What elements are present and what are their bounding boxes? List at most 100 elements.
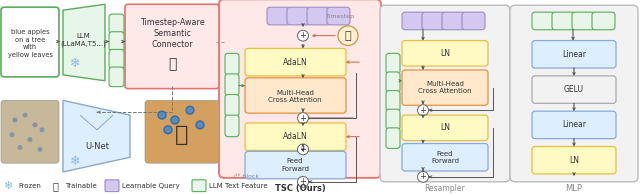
Text: +: + [300, 145, 307, 154]
Text: +: + [300, 31, 307, 40]
Text: AdaLN: AdaLN [283, 132, 307, 141]
Text: blue apples
on a tree
with
yellow leaves: blue apples on a tree with yellow leaves [8, 29, 52, 58]
Text: GELU: GELU [564, 85, 584, 94]
FancyBboxPatch shape [510, 5, 638, 182]
FancyBboxPatch shape [225, 53, 239, 75]
FancyBboxPatch shape [267, 7, 290, 25]
Circle shape [417, 105, 429, 116]
Text: Linear: Linear [562, 50, 586, 59]
FancyBboxPatch shape [145, 100, 219, 163]
FancyBboxPatch shape [245, 48, 346, 76]
FancyBboxPatch shape [192, 180, 206, 192]
Text: AdaLN: AdaLN [283, 58, 307, 67]
FancyBboxPatch shape [402, 144, 488, 171]
FancyBboxPatch shape [307, 7, 330, 25]
Circle shape [28, 137, 33, 142]
Text: Timestep: Timestep [326, 14, 355, 19]
Text: ❄: ❄ [70, 155, 80, 168]
Circle shape [13, 118, 17, 122]
FancyBboxPatch shape [386, 109, 400, 130]
Circle shape [298, 113, 308, 123]
FancyBboxPatch shape [422, 12, 445, 30]
FancyBboxPatch shape [105, 180, 119, 192]
Circle shape [298, 176, 308, 187]
FancyBboxPatch shape [532, 12, 555, 30]
Text: +: + [420, 172, 426, 181]
FancyBboxPatch shape [287, 7, 310, 25]
Circle shape [10, 132, 15, 137]
Text: Trainable: Trainable [65, 183, 97, 189]
FancyBboxPatch shape [245, 78, 346, 113]
FancyBboxPatch shape [380, 5, 510, 182]
FancyBboxPatch shape [225, 94, 239, 116]
Circle shape [196, 121, 204, 129]
Text: +: + [300, 113, 307, 123]
Text: Frozen: Frozen [18, 183, 41, 189]
Text: LN: LN [569, 156, 579, 165]
FancyBboxPatch shape [402, 12, 425, 30]
FancyBboxPatch shape [592, 12, 615, 30]
Text: +: + [420, 106, 426, 115]
FancyBboxPatch shape [1, 100, 59, 163]
FancyBboxPatch shape [327, 7, 350, 25]
Circle shape [164, 126, 172, 134]
FancyBboxPatch shape [225, 115, 239, 137]
Circle shape [171, 116, 179, 124]
FancyBboxPatch shape [386, 91, 400, 111]
Text: Multi-Head
Cross Attention: Multi-Head Cross Attention [268, 90, 322, 103]
Text: Feed
Forward: Feed Forward [431, 151, 459, 164]
Circle shape [22, 113, 28, 118]
FancyBboxPatch shape [1, 7, 59, 77]
Circle shape [298, 144, 308, 155]
Text: Feed
Forward: Feed Forward [281, 158, 309, 172]
FancyBboxPatch shape [245, 123, 346, 150]
FancyBboxPatch shape [442, 12, 465, 30]
Text: LLM
(LLaMA,T5...): LLM (LLaMA,T5...) [60, 33, 106, 47]
FancyBboxPatch shape [532, 76, 616, 103]
FancyBboxPatch shape [402, 41, 488, 66]
FancyBboxPatch shape [225, 74, 239, 95]
Text: ❄: ❄ [70, 57, 80, 70]
Text: Multi-Head
Cross Attention: Multi-Head Cross Attention [418, 81, 472, 94]
Text: TSC (Ours): TSC (Ours) [275, 184, 325, 193]
FancyBboxPatch shape [386, 128, 400, 148]
Text: 🔥: 🔥 [52, 181, 58, 191]
Circle shape [186, 106, 194, 114]
FancyBboxPatch shape [125, 4, 219, 89]
Polygon shape [63, 4, 105, 81]
Circle shape [38, 147, 42, 152]
FancyBboxPatch shape [462, 12, 485, 30]
Circle shape [40, 127, 45, 132]
Text: U-Net: U-Net [85, 142, 109, 151]
Circle shape [338, 26, 358, 45]
FancyBboxPatch shape [386, 72, 400, 93]
Circle shape [158, 111, 166, 119]
FancyBboxPatch shape [402, 115, 488, 141]
FancyBboxPatch shape [552, 12, 575, 30]
FancyBboxPatch shape [572, 12, 595, 30]
Text: LN: LN [440, 123, 450, 132]
Circle shape [17, 145, 22, 150]
Text: Learnable Query: Learnable Query [122, 183, 180, 189]
Text: Resampler: Resampler [424, 184, 465, 193]
Text: 🌳: 🌳 [175, 125, 189, 145]
Text: Linear: Linear [562, 120, 586, 129]
FancyBboxPatch shape [245, 151, 346, 179]
Text: LLM Text Feature: LLM Text Feature [209, 183, 268, 189]
Circle shape [417, 171, 429, 182]
Text: LN: LN [440, 49, 450, 58]
Circle shape [33, 122, 38, 127]
Text: 🔥: 🔥 [168, 57, 176, 71]
Circle shape [298, 30, 308, 41]
FancyBboxPatch shape [109, 67, 124, 87]
FancyBboxPatch shape [532, 146, 616, 174]
FancyBboxPatch shape [109, 14, 124, 34]
FancyBboxPatch shape [109, 32, 124, 51]
Text: ❄: ❄ [3, 181, 13, 191]
FancyBboxPatch shape [532, 41, 616, 68]
FancyBboxPatch shape [402, 70, 488, 105]
FancyBboxPatch shape [532, 111, 616, 139]
Text: MLP: MLP [566, 184, 582, 193]
Polygon shape [63, 100, 130, 172]
Text: +: + [300, 177, 307, 186]
